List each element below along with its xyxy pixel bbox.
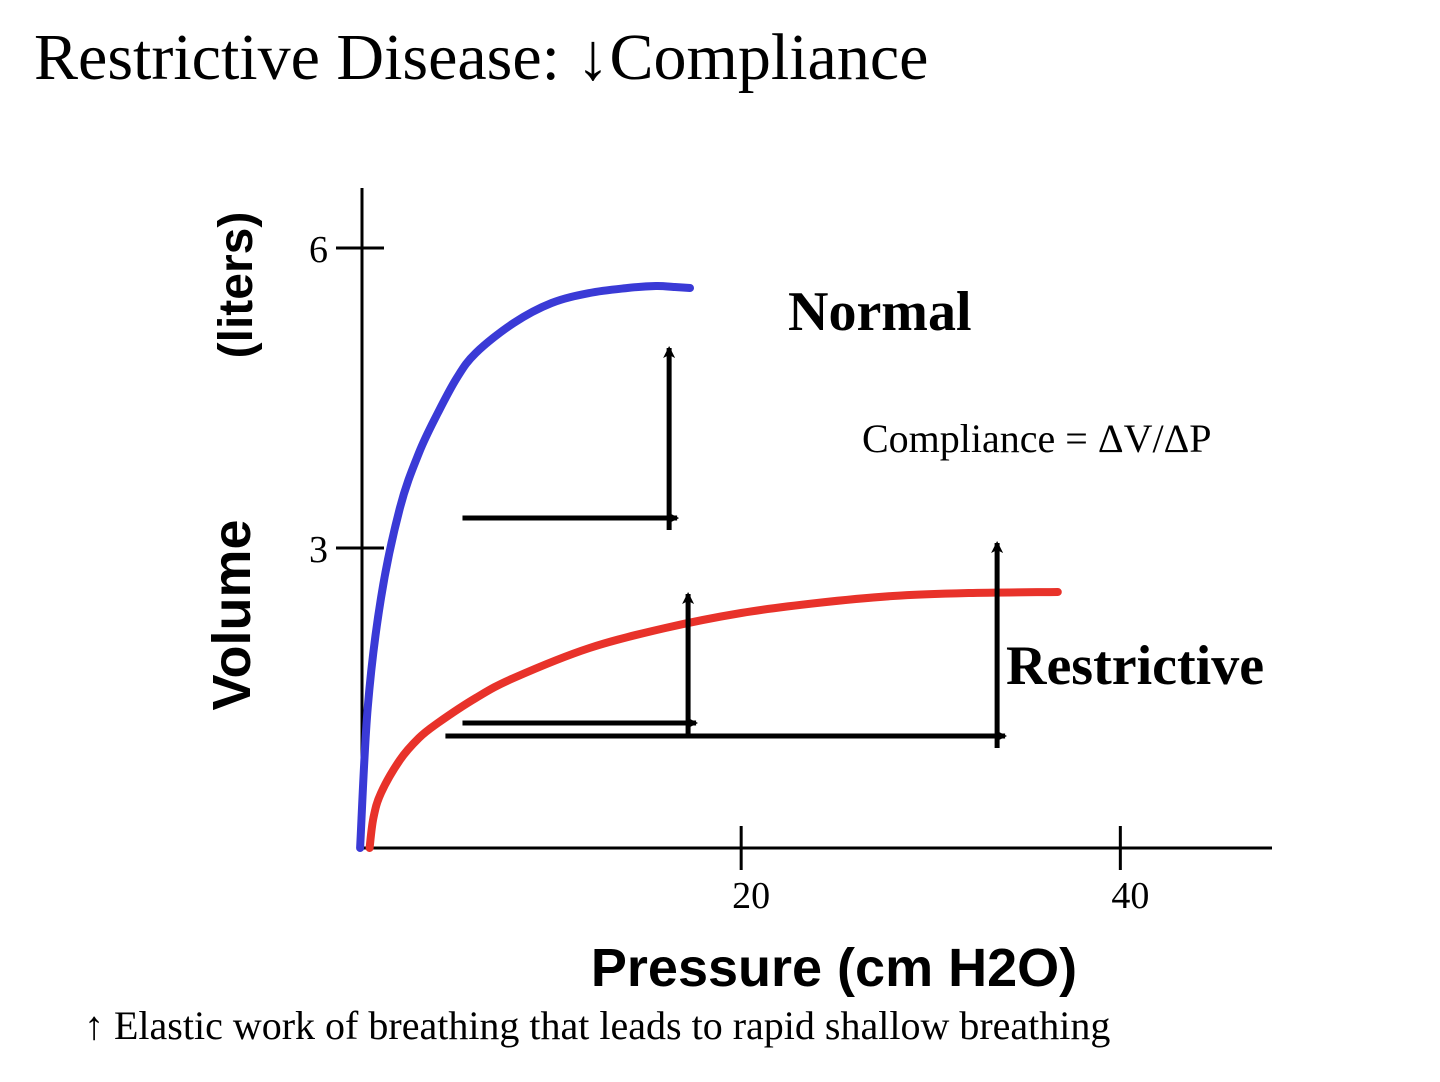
series-label-normal: Normal [788,281,972,343]
y-axis-title-main: Volume [202,519,262,710]
footer-note: ↑ Elastic work of breathing that leads t… [84,1003,1111,1048]
y-axis-title-unit: (liters) [210,212,263,359]
volume-pressure-chart: 20 40 3 6 Normal Restrictive Compliance = Δ… [202,188,1272,998]
x-axis-title: Pressure (cm H2O) [591,938,1077,998]
series-label-restrictive: Restrictive [1006,635,1264,697]
axes-layer: 20 40 3 6 [309,188,1272,917]
series-line-normal [356,281,694,852]
series-layer [356,281,1062,852]
compliance-formula: Compliance = ΔV/ΔP [862,416,1212,461]
page-title: Restrictive Disease: ↓Compliance [34,21,929,94]
arrows-layer [445,346,1008,748]
y-tick-label: 6 [309,229,328,271]
y-tick-label: 3 [309,529,328,571]
x-tick-label: 40 [1111,875,1149,917]
series-line-restrictive [365,588,1062,852]
x-tick-label: 20 [732,875,770,917]
